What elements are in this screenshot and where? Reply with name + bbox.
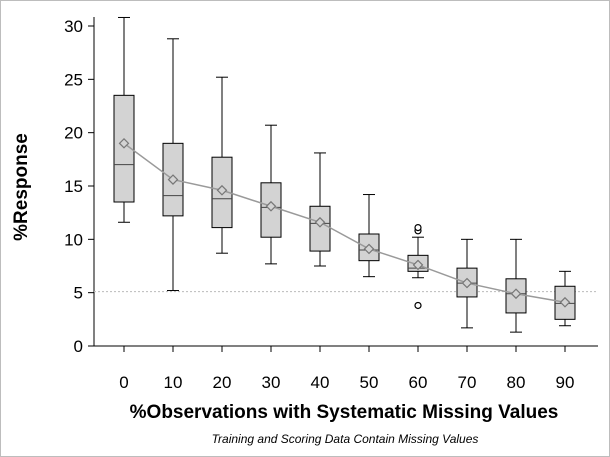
- mean-marker: [510, 288, 522, 300]
- mean-marker: [118, 137, 130, 149]
- boxes: [113, 16, 576, 333]
- x-tick-label: 10: [164, 373, 183, 392]
- box-80: [505, 238, 527, 333]
- y-tick-label: 0: [74, 337, 83, 356]
- x-tick-label: 50: [360, 373, 379, 392]
- box-30: [260, 124, 282, 265]
- x-tick-label: 60: [409, 373, 428, 392]
- mean-marker: [363, 243, 375, 255]
- mean-marker: [265, 200, 277, 212]
- y-tick-label: 15: [64, 177, 83, 196]
- x-tick-label: 20: [213, 373, 232, 392]
- x-ticks: 0 10 20 30 40 50 60 70 80 90: [119, 346, 574, 392]
- box-20: [211, 76, 233, 254]
- x-axis-title: %Observations with Systematic Missing Va…: [130, 402, 559, 423]
- y-axis-title: %Response: [11, 133, 32, 241]
- y-tick-label: 10: [64, 230, 83, 249]
- x-tick-label: 0: [119, 373, 128, 392]
- y-tick-label: 25: [64, 70, 83, 89]
- x-tick-label: 30: [262, 373, 281, 392]
- box-10: [162, 38, 184, 292]
- outlier-point: [414, 301, 422, 310]
- mean-line: [123, 142, 566, 304]
- box-50: [358, 194, 380, 278]
- box-body: [309, 205, 331, 252]
- mean-marker: [461, 277, 473, 289]
- box-0: [113, 16, 135, 223]
- y-tick-label: 20: [64, 124, 83, 143]
- x-tick-label: 90: [556, 373, 575, 392]
- mean-marker: [314, 216, 326, 228]
- mean-marker: [216, 184, 228, 196]
- outlier-point: [414, 224, 422, 232]
- mean-marker: [559, 296, 571, 308]
- mean-marker: [167, 174, 179, 185]
- x-tick-label: 70: [458, 373, 477, 392]
- x-tick-label: 80: [507, 373, 526, 392]
- y-tick-label: 5: [74, 284, 83, 303]
- mean-series: [118, 137, 571, 308]
- chart-footnote: Training and Scoring Data Contain Missin…: [212, 432, 479, 446]
- box-40: [309, 152, 331, 267]
- mean-marker: [412, 259, 424, 271]
- y-tick-label: 30: [64, 17, 83, 36]
- x-tick-label: 40: [311, 373, 330, 392]
- y-ticks: 0 5 10 15 20 25 30: [64, 17, 94, 356]
